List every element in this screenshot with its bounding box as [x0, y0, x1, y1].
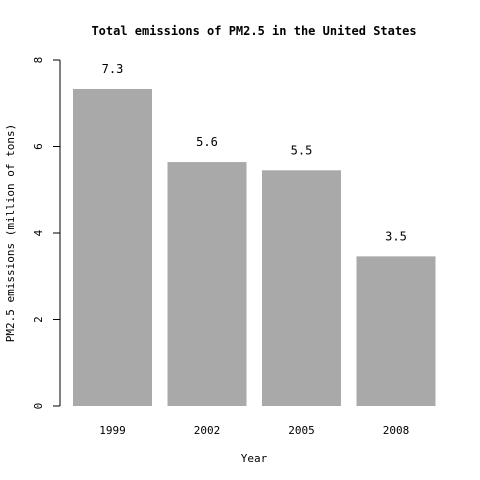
y-axis: 0 2 4 6 8 [32, 57, 61, 410]
y-tick-label-8: 8 [32, 57, 45, 64]
value-labels: 7.3 5.6 5.5 3.5 [102, 62, 407, 243]
y-tick-label-6: 6 [32, 143, 45, 150]
x-axis-label: Year [241, 452, 268, 465]
x-tick-label-2008: 2008 [383, 424, 410, 437]
bars [73, 88, 436, 406]
bar-2008 [356, 256, 436, 406]
x-tick-label-2002: 2002 [194, 424, 221, 437]
bar-2005 [262, 170, 341, 406]
x-tick-label-1999: 1999 [99, 424, 126, 437]
y-tick-label-4: 4 [32, 229, 45, 236]
y-tick-label-0: 0 [32, 403, 45, 410]
value-label-2005: 5.5 [291, 143, 313, 157]
value-label-1999: 7.3 [102, 62, 124, 76]
y-axis-label: PM2.5 emissions (million of tons) [4, 124, 17, 343]
bar-1999 [73, 88, 152, 406]
value-label-2002: 5.6 [196, 135, 218, 149]
chart-title: Total emissions of PM2.5 in the United S… [91, 24, 416, 38]
bar-2002 [167, 162, 247, 406]
x-tick-labels: 1999 2002 2005 2008 [99, 424, 409, 437]
value-label-2008: 3.5 [385, 229, 407, 243]
y-tick-label-2: 2 [32, 316, 45, 323]
x-tick-label-2005: 2005 [288, 424, 315, 437]
